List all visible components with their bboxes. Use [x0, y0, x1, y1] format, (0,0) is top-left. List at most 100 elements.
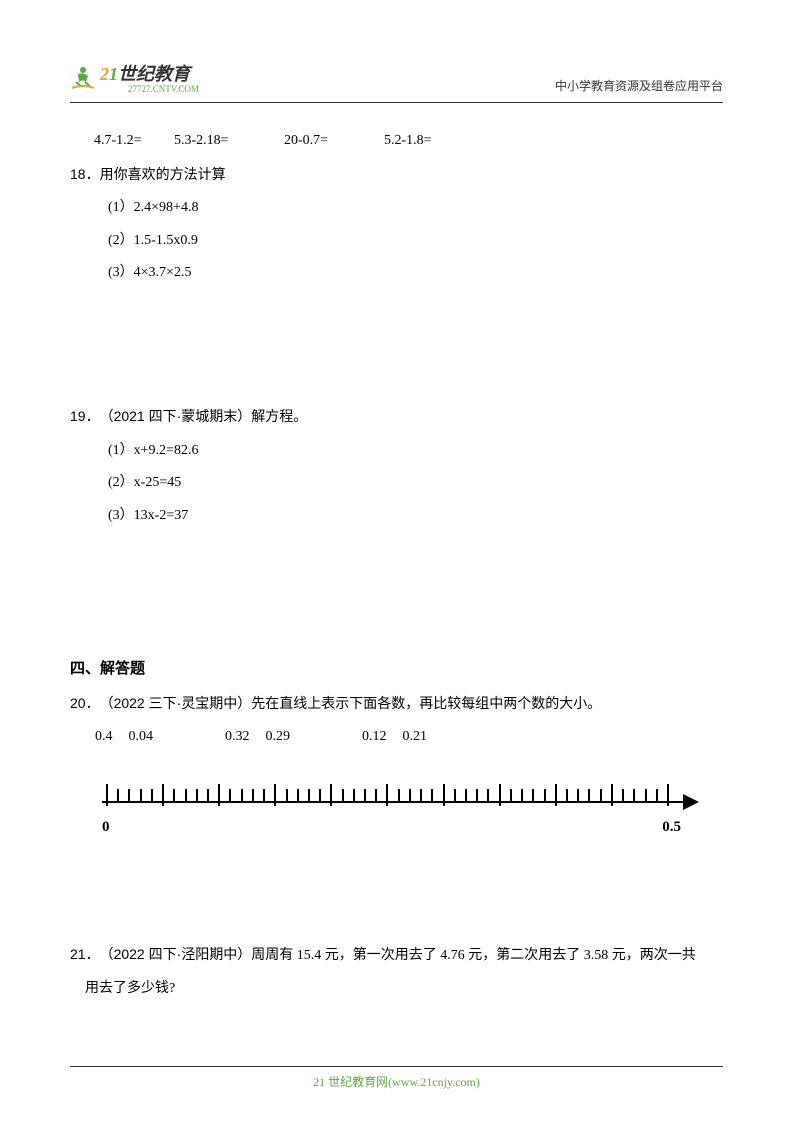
logo-url-text: 27727.CNTV.COM	[128, 84, 199, 94]
number-line-tick	[633, 789, 635, 801]
eq-4: 5.2-1.8=	[384, 128, 432, 155]
number-line-tick	[330, 784, 332, 806]
q18-item-3: (3）4×3.7×2.5	[70, 260, 723, 287]
number-line-tick	[499, 784, 501, 806]
eq-2: 5.3-2.18=	[174, 128, 284, 155]
number-line-tick	[375, 789, 377, 801]
eq-3: 20-0.7=	[284, 128, 384, 155]
logo: 21世纪教育 27727.CNTV.COM	[70, 60, 199, 94]
number-line-tick	[656, 789, 658, 801]
number-line-tick	[263, 789, 265, 801]
num-5: 0.21	[403, 724, 428, 751]
number-line-arrow-icon	[683, 794, 699, 810]
q20-text: 先在直线上表示下面各数，再比较每组中两个数的大小。	[251, 697, 601, 712]
q20-number-list: 0.4 0.04 0.32 0.29 0.12 0.21	[70, 724, 723, 751]
number-line-tick	[611, 784, 613, 806]
number-line-tick	[476, 789, 478, 801]
q20-num: 20．	[70, 690, 100, 717]
number-line-tick	[128, 789, 130, 801]
eq-1: 4.7-1.2=	[94, 128, 174, 155]
number-line-tick	[364, 789, 366, 801]
number-line-tick	[443, 784, 445, 806]
q19-heading: 19．（2021 四下·蒙城期末）解方程。	[70, 403, 723, 432]
num-gap1	[169, 724, 209, 751]
number-line-tick	[465, 789, 467, 801]
q18-num: 18．	[70, 161, 100, 188]
content-area: 4.7-1.2= 5.3-2.18= 20-0.7= 5.2-1.8= 18．用…	[70, 128, 723, 1002]
q18-heading: 18．用你喜欢的方法计算	[70, 161, 723, 190]
number-line-tick	[622, 789, 624, 801]
num-1: 0.04	[129, 724, 154, 751]
number-line-tick	[521, 789, 523, 801]
q19-item-2: (2）x-25=45	[70, 470, 723, 497]
num-2: 0.32	[225, 724, 250, 751]
footer-divider	[70, 1066, 723, 1067]
number-line-tick	[577, 789, 579, 801]
page-footer: 21 世纪教育网(www.21cnjy.com)	[0, 1066, 793, 1090]
footer-prefix: 21	[313, 1075, 328, 1089]
number-line-tick	[241, 789, 243, 801]
number-line-tick	[544, 789, 546, 801]
number-line-tick	[353, 789, 355, 801]
q21-text1: 周周有 15.4 元，第一次用去了 4.76 元，第二次用去了 3.58 元，两…	[251, 948, 696, 963]
number-line-tick	[140, 789, 142, 801]
number-line-tick	[229, 789, 231, 801]
logo-icon	[70, 64, 96, 90]
number-line-tick	[487, 789, 489, 801]
number-line-tick	[398, 789, 400, 801]
footer-main: 世纪教育网(www.21cnjy.com)	[328, 1075, 480, 1089]
number-line-tick	[532, 789, 534, 801]
number-line-tick	[454, 789, 456, 801]
number-line-tick	[162, 784, 164, 806]
number-line-tick	[308, 789, 310, 801]
number-line-tick	[600, 789, 602, 801]
number-line-tick	[297, 789, 299, 801]
number-line-tick	[555, 784, 557, 806]
num-gap2	[306, 724, 346, 751]
q20-heading: 20．（2022 三下·灵宝期中）先在直线上表示下面各数，再比较每组中两个数的大…	[70, 690, 723, 719]
logo-brand-text: 21世纪教育	[100, 60, 199, 86]
number-line-tick	[667, 784, 669, 806]
q19-item-3: (3）13x-2=37	[70, 503, 723, 530]
number-line-tick	[386, 784, 388, 806]
number-line-tick	[286, 789, 288, 801]
number-line-tick	[106, 784, 108, 806]
number-line-tick	[431, 789, 433, 801]
footer-text: 21 世纪教育网(www.21cnjy.com)	[0, 1073, 793, 1090]
number-line-tick	[274, 784, 276, 806]
number-line-tick	[319, 789, 321, 801]
number-line-container: 0 0.5	[70, 763, 723, 833]
number-line-tick	[420, 789, 422, 801]
q17-equations: 4.7-1.2= 5.3-2.18= 20-0.7= 5.2-1.8=	[70, 128, 723, 155]
q21-source: （2022 四下·泾阳期中）	[100, 946, 252, 962]
section-4-title: 四、解答题	[70, 655, 723, 684]
number-line-tick	[588, 789, 590, 801]
num-3: 0.29	[266, 724, 291, 751]
number-line-label-start: 0	[102, 813, 110, 842]
number-line-tick	[510, 789, 512, 801]
number-line-tick	[196, 789, 198, 801]
number-line-ticks	[106, 789, 669, 806]
number-line-tick	[566, 789, 568, 801]
number-line-tick	[342, 789, 344, 801]
q18-item-1: (1）2.4×98+4.8	[70, 195, 723, 222]
number-line-tick	[185, 789, 187, 801]
q19-source: （2021 四下·蒙城期末）	[100, 408, 252, 424]
header-right-text: 中小学教育资源及组卷应用平台	[555, 77, 723, 94]
number-line-tick	[173, 789, 175, 801]
number-line-tick	[151, 789, 153, 801]
q19-text: 解方程。	[251, 410, 307, 425]
page-header: 21世纪教育 27727.CNTV.COM 中小学教育资源及组卷应用平台	[70, 60, 723, 94]
number-line-label-end: 0.5	[662, 813, 681, 842]
q18-text: 用你喜欢的方法计算	[100, 168, 226, 183]
q21-num: 21．	[70, 941, 100, 968]
q21-line2: 用去了多少钱?	[70, 976, 723, 1003]
q19-num: 19．	[70, 403, 100, 430]
number-line-tick	[218, 784, 220, 806]
q18-item-2: (2）1.5-1.5x0.9	[70, 228, 723, 255]
number-line-tick	[117, 789, 119, 801]
number-line-tick	[207, 789, 209, 801]
q19-item-1: (1）x+9.2=82.6	[70, 438, 723, 465]
q21-line1: 21．（2022 四下·泾阳期中）周周有 15.4 元，第一次用去了 4.76 …	[70, 941, 723, 970]
num-0: 0.4	[95, 724, 113, 751]
